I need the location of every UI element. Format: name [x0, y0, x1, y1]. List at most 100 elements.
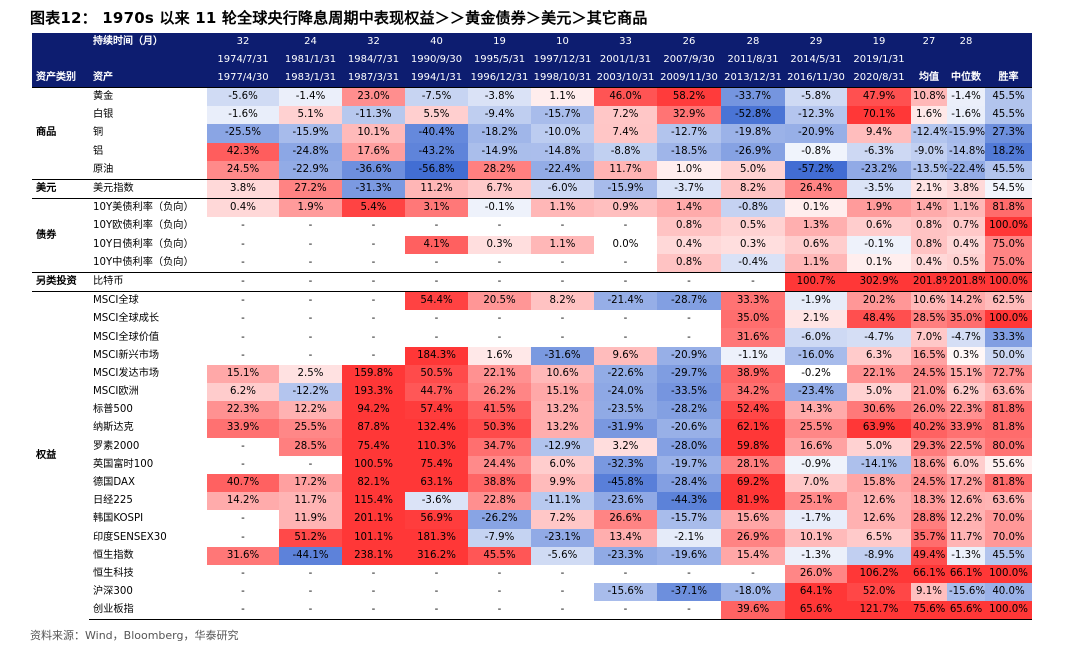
return-cell: -: [405, 601, 468, 621]
return-cell: 8.2%: [531, 291, 594, 311]
return-cell: 23.0%: [342, 87, 405, 107]
winrate-cell: 70.0%: [985, 510, 1032, 529]
asset-name: 恒生科技: [93, 567, 134, 579]
return-cell: 0.8%: [657, 217, 721, 236]
return-cell: 9.9%: [531, 473, 594, 493]
return-cell: 4.1%: [405, 235, 468, 254]
mean-cell: 21.0%: [911, 383, 947, 402]
return-cell: -3.6%: [405, 492, 468, 511]
winrate-cell: 54.5%: [985, 178, 1032, 199]
period-months: 32: [207, 33, 279, 51]
return-cell: 44.7%: [405, 383, 468, 402]
median-cell: 0.3%: [947, 346, 985, 365]
return-cell: 184.3%: [405, 346, 468, 365]
return-cell: 52.4%: [721, 401, 785, 420]
asset-name: MSCI欧洲: [93, 386, 139, 398]
return-cell: -: [241, 256, 245, 268]
return-cell: 1.1%: [531, 198, 594, 218]
mean-cell: 28.5%: [911, 310, 947, 329]
mean-cell: 75.6%: [911, 601, 947, 621]
return-cell: -20.9%: [657, 346, 721, 365]
return-cell: 30.6%: [847, 401, 911, 420]
table-row: 创业板指 - - - - - - - -39.6% 65.6% 121.7% 75.6% 65.6% 10…: [32, 601, 1032, 621]
return-cell: -: [241, 220, 245, 232]
return-cell: 69.2%: [721, 473, 785, 493]
return-cell: 54.4%: [405, 291, 468, 311]
return-cell: 10.6%: [531, 364, 594, 383]
return-cell: 31.6%: [207, 546, 279, 565]
return-cell: -15.7%: [531, 106, 594, 125]
table-row: 原油 24.5% -22.9% -36.6% -56.8% 28.2% -22.4% 11.7…: [32, 160, 1032, 180]
return-cell: -1.3%: [785, 546, 847, 565]
period-start: 1997/12/31: [531, 51, 594, 69]
return-cell: 50.3%: [468, 419, 531, 438]
median-cell: 35.0%: [947, 310, 985, 329]
return-cell: 27.2%: [279, 178, 342, 199]
return-cell: -36.6%: [342, 160, 405, 180]
return-cell: -15.9%: [594, 178, 657, 199]
return-cell: 15.6%: [721, 510, 785, 529]
return-cell: -6.0%: [531, 178, 594, 199]
return-cell: -57.2%: [785, 160, 847, 180]
return-cell: -0.4%: [721, 253, 785, 273]
return-cell: 0.1%: [785, 198, 847, 218]
return-cell: -: [241, 331, 245, 343]
mean-cell: -12.4%: [911, 124, 947, 143]
return-cell: -6.3%: [847, 142, 911, 161]
asset-name: 10Y日债利率（负向）: [93, 238, 194, 250]
return-cell: -: [687, 331, 691, 343]
table-row: 日经225 14.2% 11.7% 115.4% -3.6% 22.8% -11.1% -23…: [32, 492, 1032, 511]
return-cell: -: [497, 313, 502, 325]
median-months: 28: [947, 33, 985, 51]
return-cell: -29.7%: [657, 364, 721, 383]
return-cell: 5.0%: [721, 160, 785, 180]
return-cell: -: [371, 331, 376, 343]
return-cell: -11.1%: [531, 492, 594, 511]
return-cell: -: [371, 220, 376, 232]
return-cell: 0.0%: [612, 238, 639, 250]
return-cell: -18.0%: [721, 583, 785, 602]
return-cell: 28.2%: [468, 160, 531, 180]
period-months: 40: [405, 33, 468, 51]
return-cell: -: [371, 586, 376, 598]
return-cell: -: [434, 313, 439, 325]
return-cell: -12.9%: [531, 437, 594, 456]
return-cell: -: [207, 291, 279, 311]
period-start: 1990/9/30: [405, 51, 468, 69]
winrate-cell: 80.0%: [985, 437, 1032, 456]
asset-name: MSCI全球价值: [93, 331, 160, 343]
header-blank: [911, 51, 947, 69]
return-cell: 6.5%: [847, 528, 911, 547]
return-cell: -8.9%: [847, 546, 911, 565]
return-cell: 1.3%: [785, 217, 847, 236]
table-row: 白银 -1.6% 5.1% -11.3% 5.5% -9.4% -15.7% 7.2% 32.9…: [32, 106, 1032, 125]
return-cell: 47.9%: [847, 87, 911, 107]
median-cell: 12.2%: [947, 510, 985, 529]
asset-name: 日经225: [93, 495, 133, 507]
return-cell: 302.9%: [847, 271, 911, 292]
return-cell: 14.3%: [785, 401, 847, 420]
table-row: MSCI新兴市场 - - - 184.3% 1.6% -31.6% 9.6% -20.9% -1.…: [32, 346, 1032, 365]
table-row: 权益 MSCI全球 - - -54.4% 20.5% 8.2% -21.4% -28.7% 33.…: [32, 291, 1032, 620]
return-cell: -: [468, 601, 531, 621]
return-cell: -15.7%: [657, 510, 721, 529]
return-cell: -24.0%: [594, 383, 657, 402]
return-cell: -28.7%: [657, 291, 721, 311]
return-cell: 1.1%: [531, 235, 594, 254]
median-cell: 12.6%: [947, 492, 985, 511]
return-cell: 7.0%: [785, 473, 847, 493]
return-cell: 16.6%: [785, 437, 847, 456]
median-cell: 22.5%: [947, 437, 985, 456]
return-cell: -31.3%: [342, 178, 405, 199]
return-cell: -44.3%: [657, 492, 721, 511]
median-cell: -1.6%: [947, 106, 985, 125]
asset-name: 纳斯达克: [93, 422, 134, 434]
return-cell: 115.4%: [342, 492, 405, 511]
return-cell: 7.2%: [594, 106, 657, 125]
return-cell: 75.4%: [342, 437, 405, 456]
return-cell: 9.4%: [847, 124, 911, 143]
return-cell: 2.5%: [279, 364, 342, 383]
return-cell: -19.8%: [721, 124, 785, 143]
return-cell: -: [308, 586, 313, 598]
return-cell: -14.1%: [847, 455, 911, 474]
